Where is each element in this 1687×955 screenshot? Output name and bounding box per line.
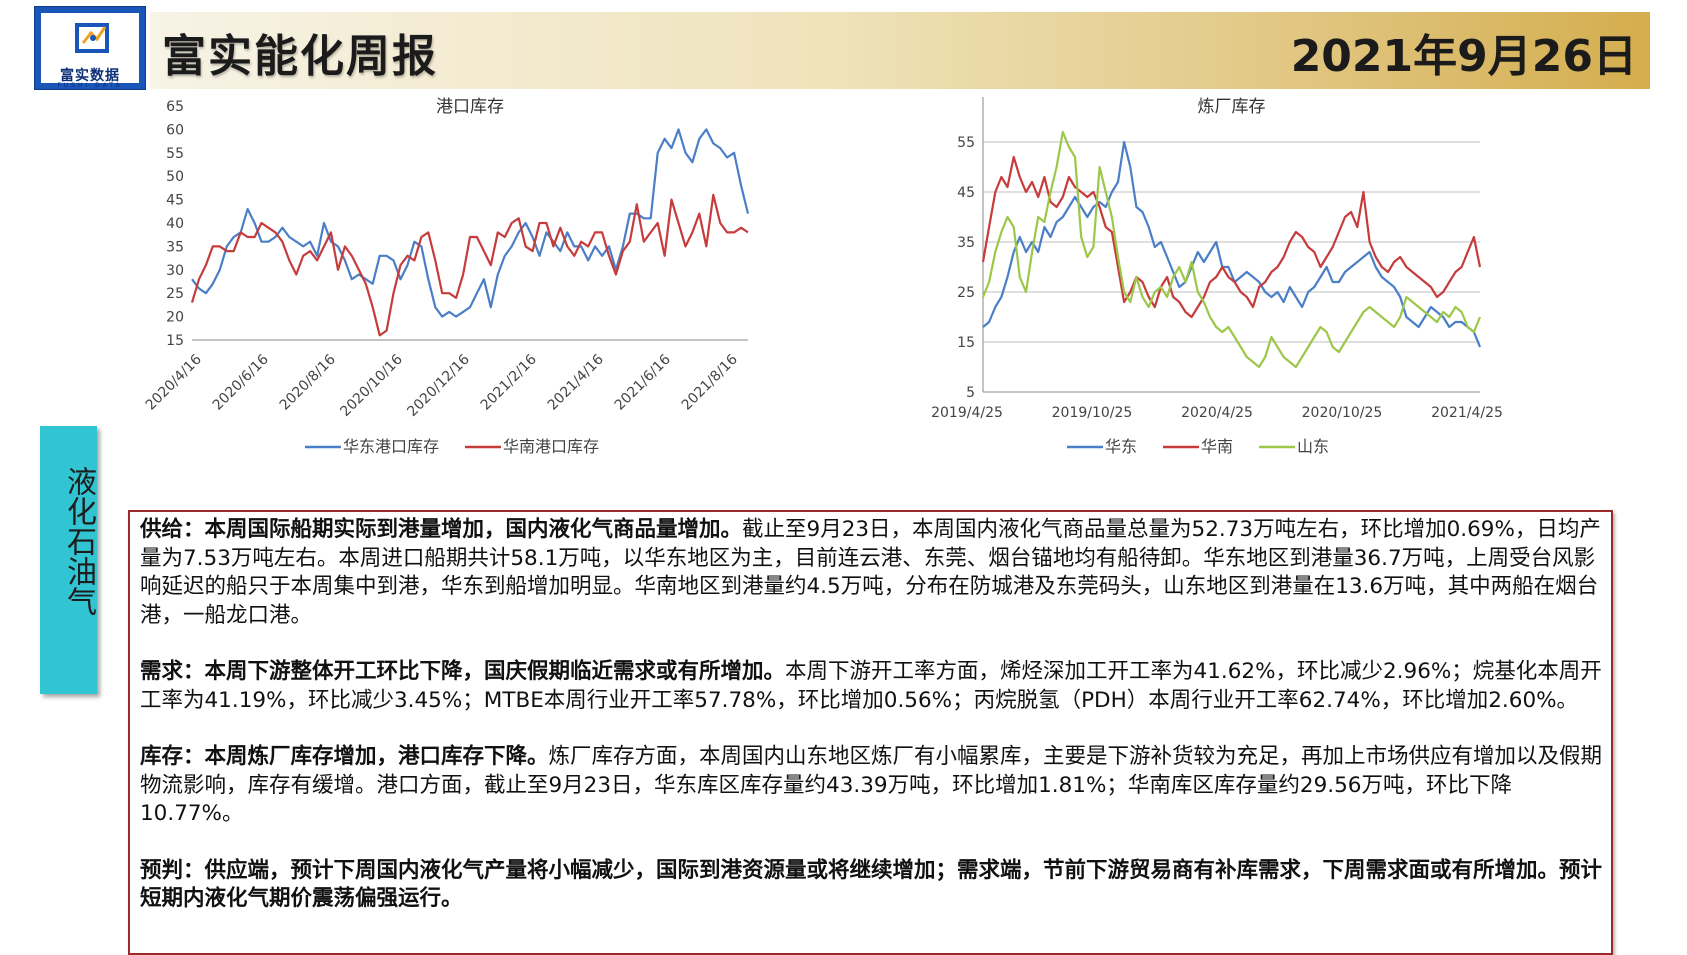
legend-label: 华南港口库存	[503, 437, 599, 456]
report-title: 富实能化周报	[162, 31, 438, 82]
x-tick-label: 2019/4/25	[931, 405, 1003, 421]
supply-heading: 供给：本周国际船期实际到港量增加，国内液化气商品量增加。	[140, 517, 743, 542]
x-tick-label: 2019/10/25	[1052, 405, 1133, 421]
x-tick-label: 2021/2/16	[478, 351, 540, 413]
y-tick-label: 65	[166, 99, 184, 115]
inventory-text: 炼厂库存方面，本周国内山东地区炼厂有小幅累库，主要是下游补货较为充足，再加上市场…	[140, 744, 1603, 826]
y-tick-label: 30	[166, 263, 184, 279]
y-tick-label: 15	[166, 333, 184, 349]
demand-paragraph: 需求：本周下游整体开工环比下降，国庆假期临近需求或有所增加。本周下游开工率方面，…	[140, 658, 1603, 715]
legend-label: 华东	[1105, 437, 1137, 456]
x-tick-label: 2021/8/16	[679, 351, 741, 413]
legend-label: 华南	[1201, 437, 1233, 456]
y-tick-label: 60	[166, 122, 184, 138]
logo-text: 富实数据	[60, 68, 120, 84]
legend-label: 山东	[1297, 437, 1329, 456]
y-tick-label: 15	[957, 335, 975, 351]
x-tick-label: 2020/10/16	[337, 351, 405, 419]
chart-title: 港口库存	[436, 97, 504, 117]
series-line	[190, 193, 749, 337]
series-line	[981, 155, 1482, 319]
series-line	[981, 130, 1482, 369]
logo-mark-icon	[75, 23, 109, 53]
x-tick-label: 2020/12/16	[404, 351, 472, 419]
forecast-heading: 预判：供应端，预计下周国内液化气产量将小幅减少，国际到港资源量或将继续增加；需求…	[140, 857, 1603, 912]
y-tick-label: 35	[166, 239, 184, 255]
chart-title: 炼厂库存	[1198, 97, 1266, 117]
y-tick-label: 55	[957, 135, 975, 151]
y-tick-label: 25	[166, 286, 184, 302]
x-tick-label: 2020/6/16	[210, 351, 272, 413]
series-line	[191, 128, 750, 318]
y-tick-label: 20	[166, 310, 184, 326]
x-tick-label: 2021/4/16	[545, 351, 607, 413]
header-bar	[150, 12, 1650, 89]
y-tick-label: 55	[166, 146, 184, 162]
x-tick-label: 2020/10/25	[1302, 405, 1383, 421]
series-line	[982, 140, 1482, 348]
category-tag-label: 液化石油气	[61, 466, 96, 616]
y-tick-label: 40	[166, 216, 184, 232]
supply-text: 截止至9月23日，本周国内液化气商品量总量为52.73万吨左右，环比增加0.69…	[140, 517, 1601, 628]
y-tick-label: 45	[166, 193, 184, 209]
commentary-box: 供给：本周国际船期实际到港量增加，国内液化气商品量增加。截止至9月23日，本周国…	[128, 510, 1613, 955]
category-tag: 液化石油气	[40, 426, 97, 694]
inventory-paragraph: 库存：本周炼厂库存增加，港口库存下降。炼厂库存方面，本周国内山东地区炼厂有小幅累…	[140, 743, 1603, 829]
x-tick-label: 2020/4/25	[1181, 405, 1253, 421]
y-tick-label: 45	[957, 185, 975, 201]
supply-paragraph: 供给：本周国际船期实际到港量增加，国内液化气商品量增加。截止至9月23日，本周国…	[140, 516, 1603, 630]
legend-label: 华东港口库存	[343, 437, 439, 456]
forecast-paragraph: 预判：供应端，预计下周国内液化气产量将小幅减少，国际到港资源量或将继续增加；需求…	[140, 857, 1603, 914]
demand-text: 本周下游开工率方面，烯烃深加工开工率为41.62%，环比减少2.96%；烷基化本…	[140, 659, 1602, 713]
y-tick-label: 50	[166, 169, 184, 185]
x-tick-label: 2020/4/16	[143, 351, 205, 413]
refinery-inventory-chart: 炼厂库存 5 15 25 35 45 55 2019/4/25 2019/10/25 2020/4…	[931, 97, 1503, 456]
y-tick-label: 5	[966, 385, 975, 401]
x-tick-label: 2021/6/16	[612, 351, 674, 413]
x-tick-label: 2021/4/25	[1431, 405, 1503, 421]
report-date: 2021年9月26日	[1290, 31, 1637, 82]
logo-subtext: FUSHI DATA	[57, 82, 123, 89]
y-tick-label: 25	[957, 285, 975, 301]
demand-heading: 需求：本周下游整体开工环比下降，国庆假期临近需求或有所增加。	[140, 659, 786, 684]
company-logo: 富实数据 FUSHI DATA	[34, 6, 146, 90]
inventory-heading: 库存：本周炼厂库存增加，港口库存下降。	[140, 744, 549, 769]
x-tick-label: 2020/8/16	[277, 351, 339, 413]
y-tick-label: 35	[957, 235, 975, 251]
